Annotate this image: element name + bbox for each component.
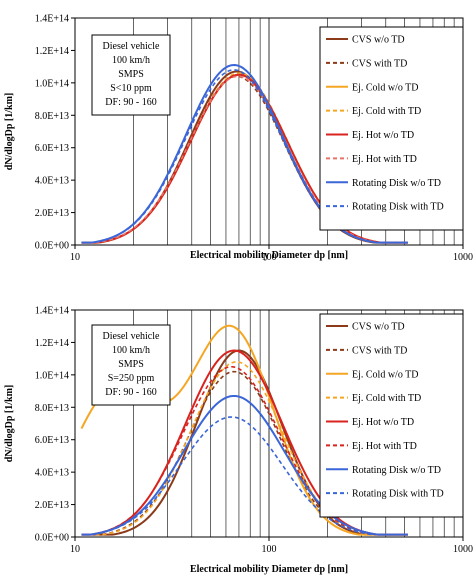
series-line <box>81 416 408 536</box>
y-tick-label: 1.0E+14 <box>35 78 69 89</box>
info-box-line: Diesel vehicle <box>103 41 160 52</box>
chart-top-series-group <box>81 64 408 244</box>
info-box-line: S=250 ppm <box>108 373 155 384</box>
y-tick-label: 0.0E+00 <box>35 241 69 252</box>
series-line <box>81 394 408 536</box>
chart-bottom-x-ticks: 10 100 1000 <box>70 537 473 555</box>
legend-frame <box>319 313 464 518</box>
x-tick-label: 10 <box>70 252 80 263</box>
y-tick-label: 2.0E+13 <box>35 500 69 511</box>
series-line <box>81 370 408 536</box>
x-tick-label: 1000 <box>453 252 473 263</box>
legend-entry-label: Ej. Cold w/o TD <box>352 82 418 93</box>
series-line <box>81 349 408 536</box>
chart-top-info-box: Diesel vehicle 100 km/h SMPS S<10 ppm DF: 90… <box>91 34 171 116</box>
series-line <box>81 365 408 536</box>
info-box-line: DF: 90 - 160 <box>105 97 156 108</box>
legend-entry-label: Rotating Disk with TD <box>352 489 444 500</box>
chart-bottom-info-box: Diesel vehicle 100 km/h SMPS S=250 ppm DF: 9… <box>91 324 171 406</box>
series-line <box>81 361 408 536</box>
chart-bottom-x-axis-label: Electrical mobility Diameter dp [nm] <box>190 564 348 575</box>
x-tick-label: 100 <box>262 252 277 263</box>
y-tick-label: 1.4E+14 <box>35 14 69 25</box>
y-tick-label: 6.0E+13 <box>35 435 69 446</box>
y-tick-label: 2.0E+13 <box>35 208 69 219</box>
chart-top: 0.0E+00 2.0E+13 4.0E+13 6.0E+13 8.0E+13 1.0E+… <box>4 14 473 264</box>
legend-entry-label: Ej. Cold with TD <box>352 106 421 117</box>
y-tick-label: 1.2E+14 <box>35 338 69 349</box>
legend-entry-label: CVS with TD <box>352 345 407 356</box>
chart-bottom-y-axis-label: dN/dlogDp [1/km] <box>4 385 15 463</box>
legend-entry-label: CVS with TD <box>352 58 407 69</box>
chart-top-x-ticks: 10 100 1000 <box>70 245 473 263</box>
chart-top-legend: CVS w/o TD CVS with TD Ej. Cold w/o TD Ej. … <box>319 26 464 231</box>
info-box-line: 100 km/h <box>112 345 150 356</box>
legend-entry-label: Ej. Hot with TD <box>352 154 417 165</box>
legend-entry-label: Ej. Cold w/o TD <box>352 369 418 380</box>
chart-bottom-y-ticks: 0.0E+00 2.0E+13 4.0E+13 6.0E+13 8.0E+13 1.0E+… <box>35 306 75 544</box>
y-tick-label: 0.0E+00 <box>35 533 69 544</box>
chart-bottom-series-group <box>80 324 408 536</box>
legend-frame <box>319 26 464 231</box>
series-line <box>81 69 408 244</box>
legend-entry-label: Ej. Hot w/o TD <box>352 417 414 428</box>
info-box-line: DF: 90 - 160 <box>105 387 156 398</box>
chart-bottom: 0.0E+00 2.0E+13 4.0E+13 6.0E+13 8.0E+13 1.0E+… <box>4 306 473 576</box>
y-tick-label: 8.0E+13 <box>35 403 69 414</box>
info-box-frame <box>91 324 171 406</box>
info-box-line: Diesel vehicle <box>103 331 160 342</box>
chart-top-x-axis-label: Electrical mobility Diameter dp [nm] <box>190 250 348 261</box>
legend-entry-label: Ej. Cold with TD <box>352 393 421 404</box>
y-tick-label: 8.0E+13 <box>35 111 69 122</box>
legend-entry-label: Rotating Disk with TD <box>352 202 444 213</box>
legend-entry-label: CVS w/o TD <box>352 322 405 333</box>
series-line <box>81 75 408 244</box>
y-tick-label: 6.0E+13 <box>35 143 69 154</box>
y-tick-label: 1.0E+14 <box>35 370 69 381</box>
legend-entry-label: Rotating Disk w/o TD <box>352 465 441 476</box>
legend-entry-label: Ej. Hot with TD <box>352 441 417 452</box>
y-tick-label: 1.4E+14 <box>35 306 69 317</box>
y-tick-label: 4.0E+13 <box>35 468 69 479</box>
legend-entry-label: Ej. Hot w/o TD <box>352 130 414 141</box>
info-box-line: SMPS <box>118 359 144 370</box>
y-tick-label: 1.2E+14 <box>35 46 69 57</box>
info-box-frame <box>91 34 171 116</box>
x-tick-label: 1000 <box>453 544 473 555</box>
x-tick-label: 100 <box>262 544 277 555</box>
chart-bottom-legend: CVS w/o TD CVS with TD Ej. Cold w/o TD Ej. … <box>319 313 464 518</box>
chart-top-y-axis-label: dN/dlogDp [1/km] <box>4 93 15 171</box>
chart-top-y-ticks: 0.0E+00 2.0E+13 4.0E+13 6.0E+13 8.0E+13 1.0E+… <box>35 14 75 252</box>
info-box-line: S<10 ppm <box>110 83 152 94</box>
info-box-line: SMPS <box>118 69 144 80</box>
info-box-line: 100 km/h <box>112 55 150 66</box>
y-tick-label: 4.0E+13 <box>35 176 69 187</box>
x-tick-label: 10 <box>70 544 80 555</box>
legend-entry-label: Rotating Disk w/o TD <box>352 178 441 189</box>
legend-entry-label: CVS w/o TD <box>352 35 405 46</box>
